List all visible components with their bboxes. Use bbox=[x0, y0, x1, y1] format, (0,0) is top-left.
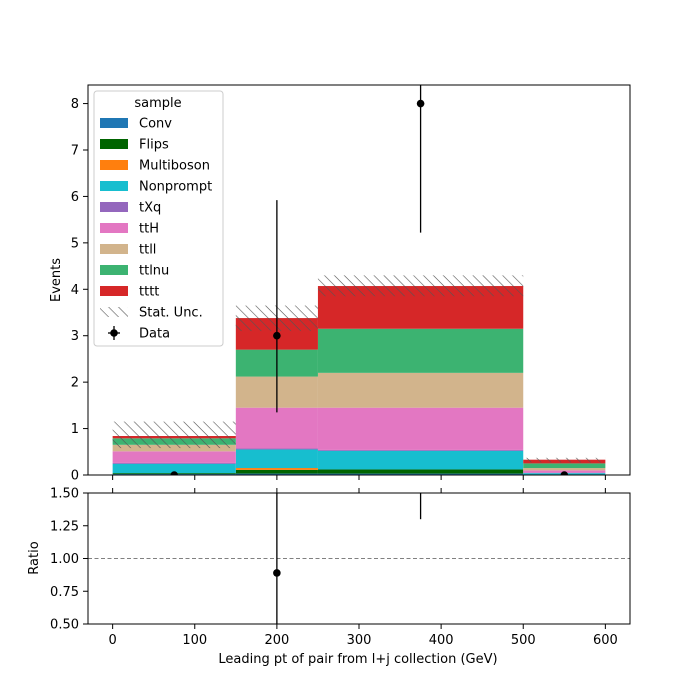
legend-label-flips: Flips bbox=[139, 138, 169, 153]
main-ytick-label: 4 bbox=[71, 283, 79, 298]
bar-ttlnu-bin-2 bbox=[317, 328, 524, 373]
legend-label-multiboson: Multiboson bbox=[139, 159, 210, 174]
legend-swatch-stat-unc- bbox=[100, 307, 128, 317]
bar-nonprompt-bin-1 bbox=[235, 449, 318, 469]
legend-swatch-ttlnu bbox=[100, 265, 128, 275]
bar-txq-bin-0 bbox=[112, 462, 236, 464]
main-ytick-label: 2 bbox=[71, 376, 79, 391]
bar-nonprompt-bin-2 bbox=[317, 450, 524, 470]
bar-ttll-bin-2 bbox=[317, 372, 524, 408]
main-ytick-label: 3 bbox=[71, 329, 79, 344]
legend-swatch-conv bbox=[100, 118, 128, 128]
stat-unc-bin-3 bbox=[523, 457, 606, 463]
bar-tth-bin-1 bbox=[235, 407, 318, 449]
legend-swatch-nonprompt bbox=[100, 181, 128, 191]
legend-label-txq: tXq bbox=[139, 201, 161, 216]
main-ytick-label: 0 bbox=[71, 469, 79, 484]
bar-conv-bin-1 bbox=[235, 473, 318, 475]
ratio-ytick-label: 1.50 bbox=[50, 487, 79, 502]
legend-label-stat-unc-: Stat. Unc. bbox=[139, 306, 203, 321]
bar-ttlnu-bin-3 bbox=[523, 463, 606, 469]
legend-label-tth: ttH bbox=[139, 222, 159, 237]
legend-label-tttt: tttt bbox=[139, 285, 159, 300]
bar-ttll-bin-3 bbox=[523, 468, 606, 471]
ratio-ytick-label: 0.50 bbox=[50, 618, 79, 633]
legend-title: sample bbox=[134, 96, 181, 111]
main-ytick-label: 6 bbox=[71, 190, 79, 205]
legend-label-nonprompt: Nonprompt bbox=[139, 180, 212, 195]
x-axis-label: Leading pt of pair from l+j collection (… bbox=[218, 652, 497, 667]
bar-tth-bin-0 bbox=[112, 451, 236, 463]
bar-tth-bin-2 bbox=[317, 407, 524, 450]
ratio-x-ticks: 0 100 200 300 400 500 600 bbox=[108, 488, 618, 648]
legend-swatch-txq bbox=[100, 202, 128, 212]
ratio-xtick-label: 0 bbox=[108, 633, 116, 648]
legend: sample Conv Flips Multiboson Nonprompt tXq tt… bbox=[93, 90, 224, 347]
ratio-y-ticks: 0.50 0.75 1.00 1.25 1.50 bbox=[50, 487, 88, 633]
ratio-ytick-label: 1.00 bbox=[50, 552, 79, 567]
ratio-xtick-label: 500 bbox=[511, 633, 536, 648]
main-ytick-label: 5 bbox=[71, 236, 79, 251]
bar-nonprompt-bin-0 bbox=[112, 463, 236, 474]
legend-label-data: Data bbox=[139, 327, 170, 342]
data-points bbox=[170, 85, 569, 475]
data-point-2 bbox=[416, 99, 425, 108]
main-ytick-label: 1 bbox=[71, 422, 79, 437]
data-point-0 bbox=[170, 471, 179, 475]
ratio-plot: 0.50 0.75 1.00 1.25 1.50 0 100 200 300 400 500 600 bbox=[50, 487, 631, 648]
legend-label-ttll: ttll bbox=[139, 243, 156, 258]
main-y-ticks: 0 1 2 3 4 5 6 7 8 bbox=[71, 97, 88, 484]
legend-swatch-tttt bbox=[100, 286, 128, 296]
ratio-ytick-label: 1.25 bbox=[50, 519, 79, 534]
y-axis-label-main: Events bbox=[49, 258, 64, 302]
main-ytick-label: 7 bbox=[71, 144, 79, 159]
legend-swatch-ttll bbox=[100, 244, 128, 254]
ratio-point-0 bbox=[273, 569, 281, 577]
ratio-xtick-label: 300 bbox=[347, 633, 372, 648]
bar-flips-bin-2 bbox=[317, 469, 524, 474]
main-plot: 0 1 2 3 4 5 6 7 8 bbox=[71, 84, 631, 484]
ratio-xtick-label: 600 bbox=[593, 633, 618, 648]
stat-unc-bin-0 bbox=[112, 421, 236, 449]
ratio-points bbox=[273, 493, 422, 624]
bar-flips-bin-1 bbox=[235, 469, 318, 474]
legend-swatch-flips bbox=[100, 139, 128, 149]
legend-frame bbox=[93, 90, 224, 347]
ratio-ytick-label: 0.75 bbox=[50, 585, 79, 600]
bar-conv-bin-2 bbox=[317, 473, 524, 475]
data-point-1 bbox=[273, 331, 281, 340]
bar-txq-bin-1 bbox=[235, 448, 318, 450]
legend-swatch-data-marker bbox=[110, 329, 118, 337]
ratio-xtick-label: 200 bbox=[264, 633, 289, 648]
legend-swatch-tth bbox=[100, 223, 128, 233]
main-x-ticks bbox=[112, 475, 606, 480]
data-point-3 bbox=[560, 471, 569, 475]
bar-multiboson-bin-1 bbox=[235, 468, 318, 470]
stat-unc-bin-2 bbox=[317, 275, 524, 297]
legend-label-ttlnu: ttlnu bbox=[139, 264, 169, 279]
main-ytick-label: 8 bbox=[71, 97, 79, 112]
y-axis-label-ratio: Ratio bbox=[27, 541, 42, 574]
ratio-xtick-label: 400 bbox=[429, 633, 454, 648]
legend-swatch-multiboson bbox=[100, 160, 128, 170]
bar-txq-bin-2 bbox=[317, 449, 524, 451]
ratio-xtick-label: 100 bbox=[182, 633, 207, 648]
legend-label-conv: Conv bbox=[139, 117, 172, 132]
